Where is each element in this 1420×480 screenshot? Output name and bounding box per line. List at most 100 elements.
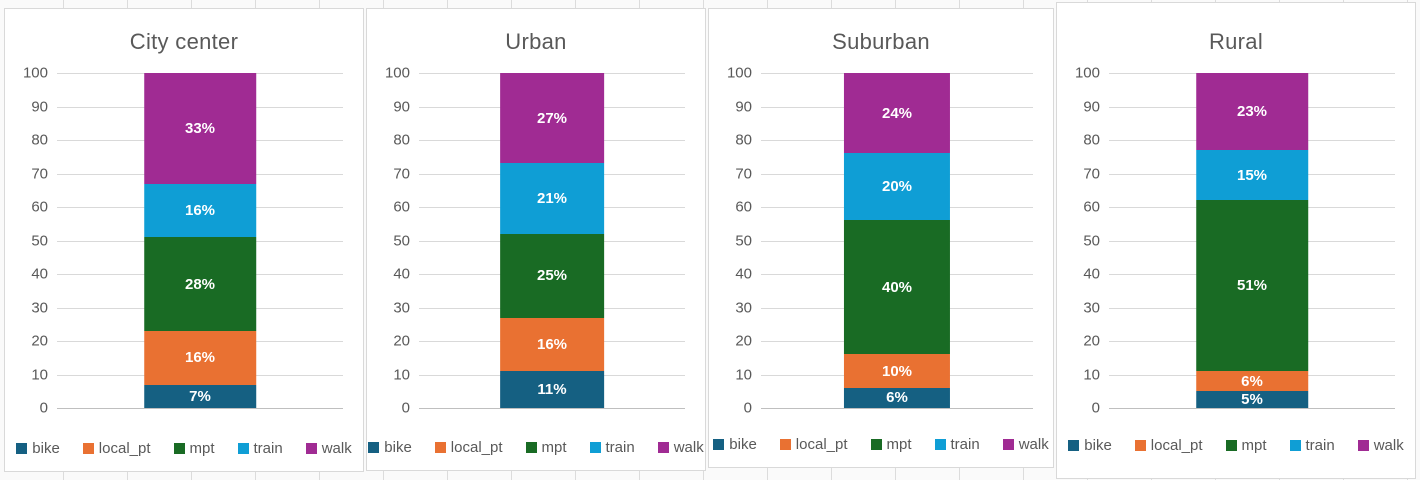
y-axis-tick-label: 30 <box>31 299 48 316</box>
chart-panel-urban[interactable]: Urban 100 90 80 70 60 50 40 30 20 10 0 27% 21% 25% 16%… <box>366 8 706 471</box>
y-axis-tick-label: 20 <box>735 332 752 350</box>
legend: bike local_pt mpt train walk <box>5 440 363 457</box>
data-label: 6% <box>1241 372 1263 390</box>
bar-segment-local_pt[interactable]: 6% <box>1196 371 1308 392</box>
bar-segment-bike[interactable]: 7% <box>144 384 256 408</box>
legend-item-train[interactable]: train <box>1289 437 1335 454</box>
legend-label: mpt <box>189 440 215 457</box>
legend-item-train[interactable]: train <box>934 436 980 453</box>
legend-label: mpt <box>886 436 912 453</box>
y-axis-tick-label: 80 <box>1083 131 1100 149</box>
bar-segment-walk[interactable]: 27% <box>500 73 604 164</box>
legend-item-bike[interactable]: bike <box>1068 437 1112 454</box>
data-label: 23% <box>1236 103 1268 121</box>
legend-item-mpt[interactable]: mpt <box>870 436 912 453</box>
legend-item-mpt[interactable]: mpt <box>1225 437 1267 454</box>
y-axis-tick-label: 50 <box>31 232 48 249</box>
legend-item-walk[interactable]: walk <box>1002 436 1049 453</box>
x-axis-line <box>419 408 685 409</box>
bar-segment-mpt[interactable]: 28% <box>144 237 256 331</box>
bar-segment-bike[interactable]: 6% <box>843 387 951 408</box>
legend-label: local_pt <box>1150 437 1203 454</box>
bar-segment-local_pt[interactable]: 10% <box>843 354 951 388</box>
bar-segment-train[interactable]: 16% <box>144 183 256 238</box>
legend: bike local_pt mpt train walk <box>709 436 1053 453</box>
legend-item-local_pt[interactable]: local_pt <box>779 436 848 453</box>
legend-item-bike[interactable]: bike <box>368 439 412 456</box>
legend: bike local_pt mpt train walk <box>367 439 705 456</box>
legend-label: local_pt <box>450 439 503 456</box>
chart-panel-rural[interactable]: Rural 100 90 80 70 60 50 40 30 20 10 0 23% 15% 51% 6% 5… <box>1056 2 1416 479</box>
bar-segment-walk[interactable]: 24% <box>843 73 951 154</box>
legend-item-local_pt[interactable]: local_pt <box>1134 437 1203 454</box>
legend-item-walk[interactable]: walk <box>1357 437 1404 454</box>
bar-segment-bike[interactable]: 11% <box>500 371 604 408</box>
legend-swatch-icon <box>1225 440 1237 451</box>
data-label: 27% <box>536 109 568 127</box>
bar-segment-walk[interactable]: 33% <box>144 73 256 184</box>
y-axis-tick-label: 80 <box>393 131 410 149</box>
chart-title: Urban <box>505 29 567 54</box>
y-axis-tick-label: 70 <box>1083 165 1100 182</box>
bar-segment-bike[interactable]: 5% <box>1196 391 1308 408</box>
bar-segment-train[interactable]: 15% <box>1196 150 1308 201</box>
bar-segment-mpt[interactable]: 40% <box>843 220 951 355</box>
y-axis-tick-label: 30 <box>735 299 752 316</box>
legend-label: bike <box>729 436 757 453</box>
chart-panel-city-center[interactable]: City center 100 90 80 70 60 50 40 30 20 10 0 33% 16%… <box>4 8 364 472</box>
y-axis-tick-label: 40 <box>1083 265 1100 283</box>
bar-segment-local_pt[interactable]: 16% <box>500 317 604 372</box>
stacked-bar-city-center: 33% 16% 28% 16% 7% <box>144 73 256 408</box>
data-label: 16% <box>184 349 216 367</box>
chart-panel-suburban[interactable]: Suburban 100 90 80 70 60 50 40 30 20 10 0 24% 20% 40%… <box>708 8 1054 468</box>
y-axis-tick-label: 100 <box>22 64 48 82</box>
data-label: 16% <box>536 335 568 353</box>
legend-item-train[interactable]: train <box>589 439 635 456</box>
legend: bike local_pt mpt train walk <box>1057 437 1415 454</box>
plot-area: 100 90 80 70 60 50 40 30 20 10 0 23% 15% 51% 6% 5% <box>1075 65 1395 417</box>
legend-label: walk <box>673 439 704 456</box>
y-axis-tick-label: 100 <box>1074 64 1100 82</box>
legend-item-mpt[interactable]: mpt <box>173 440 215 457</box>
bar-segment-train[interactable]: 20% <box>843 153 951 221</box>
legend-label: local_pt <box>795 436 848 453</box>
legend-swatch-icon <box>1289 440 1301 451</box>
legend-item-train[interactable]: train <box>237 440 283 457</box>
legend-item-local_pt[interactable]: local_pt <box>82 440 151 457</box>
bar-segment-local_pt[interactable]: 16% <box>144 330 256 385</box>
y-axis-tick-label: 70 <box>31 165 48 182</box>
legend-label: walk <box>1018 436 1049 453</box>
legend-swatch-icon <box>713 439 725 450</box>
y-axis-tick-label: 10 <box>1083 366 1100 383</box>
bar-segment-train[interactable]: 21% <box>500 163 604 234</box>
data-label: 6% <box>886 389 908 407</box>
legend-item-local_pt[interactable]: local_pt <box>434 439 503 456</box>
stacked-bar-rural: 23% 15% 51% 6% 5% <box>1196 73 1308 408</box>
data-label: 25% <box>536 267 568 285</box>
bar-segment-walk[interactable]: 23% <box>1196 73 1308 151</box>
legend-item-bike[interactable]: bike <box>16 440 60 457</box>
data-label: 10% <box>881 362 913 380</box>
legend-label: mpt <box>1241 437 1267 454</box>
legend-label: walk <box>321 440 352 457</box>
y-axis-tick-label: 90 <box>735 98 752 115</box>
x-axis-line <box>761 408 1033 409</box>
legend-label: mpt <box>541 439 567 456</box>
legend-swatch-icon <box>368 442 380 453</box>
legend-item-walk[interactable]: walk <box>657 439 704 456</box>
legend-swatch-icon <box>1002 439 1014 450</box>
legend-label: bike <box>1084 437 1112 454</box>
chart-title: City center <box>129 29 239 54</box>
y-axis-tick-label: 90 <box>393 98 410 115</box>
bar-segment-mpt[interactable]: 25% <box>500 233 604 318</box>
legend-item-walk[interactable]: walk <box>305 440 352 457</box>
y-axis-tick-label: 40 <box>735 265 752 283</box>
y-axis-tick-label: 30 <box>393 299 410 316</box>
bar-segment-mpt[interactable]: 51% <box>1196 200 1308 372</box>
legend-item-mpt[interactable]: mpt <box>525 439 567 456</box>
legend-swatch-icon <box>525 442 537 453</box>
legend-item-bike[interactable]: bike <box>713 436 757 453</box>
y-axis-tick-label: 70 <box>393 165 410 182</box>
legend-swatch-icon <box>173 443 185 454</box>
plot-area: 100 90 80 70 60 50 40 30 20 10 0 27% 21% 25% 16% 11% <box>385 65 685 417</box>
